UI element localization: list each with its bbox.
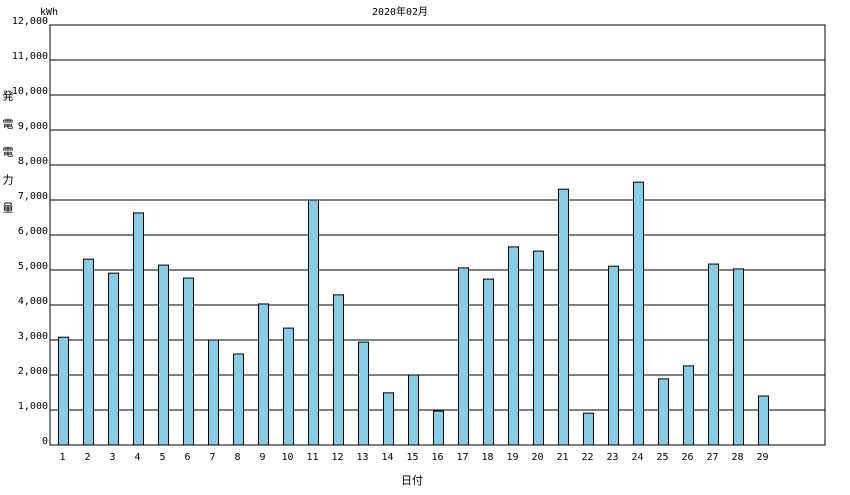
chart-title: 2020年02月 [372,5,428,18]
unit-label: kWh [40,7,58,18]
x-tick-label: 5 [159,452,165,463]
bar [58,336,69,446]
bar [583,412,594,446]
x-tick-label: 18 [481,452,493,463]
y-tick-label: 0 [42,436,48,447]
bar [283,327,294,446]
bar [458,267,469,446]
bar [233,353,244,446]
bar [158,264,169,446]
bar [658,378,669,446]
x-tick-label: 14 [381,452,393,463]
x-tick-label: 27 [706,452,718,463]
x-tick-label: 11 [306,452,318,463]
x-tick-label: 4 [134,452,140,463]
x-tick-label: 22 [581,452,593,463]
x-tick-label: 25 [656,452,668,463]
y-tick-label: 12,000 [12,16,48,27]
x-tick-label: 26 [681,452,693,463]
bar [533,250,544,446]
bar [208,339,219,446]
bar [183,277,194,446]
bar [483,278,494,446]
x-tick-label: 1 [59,452,65,463]
bar [708,263,719,446]
x-tick-label: 29 [756,452,768,463]
bar [358,341,369,446]
x-axis-title: 日付 [401,474,423,487]
x-tick-label: 20 [531,452,543,463]
bar [258,303,269,446]
bar [408,374,419,446]
y-tick-label: 6,000 [18,226,48,237]
x-tick-label: 2 [84,452,90,463]
y-tick-label: 7,000 [18,191,48,202]
x-tick-label: 28 [731,452,743,463]
y-tick-label: 11,000 [12,51,48,62]
x-tick-label: 15 [406,452,418,463]
x-tick-label: 12 [331,452,343,463]
y-tick-label: 3,000 [18,331,48,342]
bar [508,246,519,446]
bar [683,365,694,446]
x-tick-label: 3 [109,452,115,463]
bar [333,294,344,446]
x-tick-label: 24 [631,452,643,463]
y-tick-label: 8,000 [18,156,48,167]
y-tick-label: 1,000 [18,401,48,412]
bar [758,395,769,446]
bar [633,181,644,446]
bar [433,410,444,446]
bar [133,212,144,446]
bar [733,268,744,446]
x-tick-label: 19 [506,452,518,463]
y-tick-label: 2,000 [18,366,48,377]
x-tick-label: 13 [356,452,368,463]
x-tick-label: 8 [234,452,240,463]
bar [383,392,394,446]
x-tick-label: 7 [209,452,215,463]
x-tick-label: 6 [184,452,190,463]
x-tick-label: 9 [259,452,265,463]
x-tick-label: 17 [456,452,468,463]
bar [558,188,569,446]
bar [608,265,619,446]
x-tick-label: 21 [556,452,568,463]
y-tick-label: 4,000 [18,296,48,307]
y-tick-label: 10,000 [12,86,48,97]
x-tick-label: 10 [281,452,293,463]
y-tick-label: 5,000 [18,261,48,272]
bar [308,199,319,446]
x-tick-label: 16 [431,452,443,463]
bar [108,272,119,446]
x-tick-label: 23 [606,452,618,463]
bar [83,258,94,446]
y-axis-title: 発電電力量 [1,89,14,230]
y-tick-label: 9,000 [18,121,48,132]
